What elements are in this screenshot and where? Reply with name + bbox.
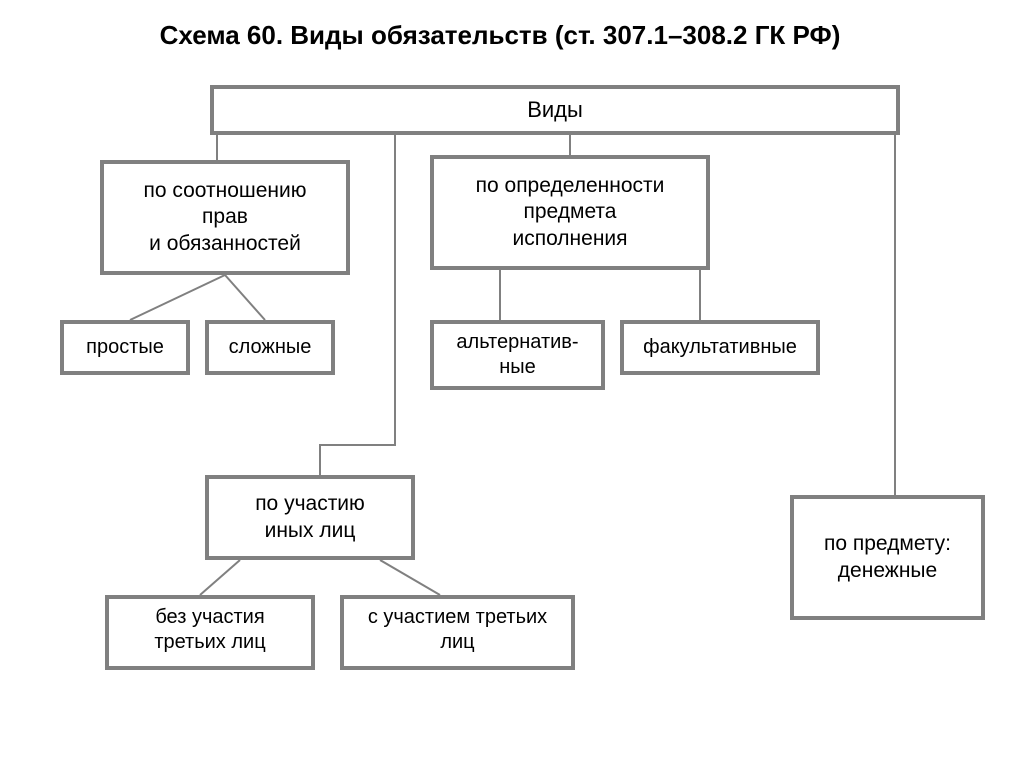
edge bbox=[130, 275, 225, 320]
node-without: без участиятретьих лиц bbox=[105, 595, 315, 670]
edge bbox=[200, 560, 240, 595]
node-third: по участиюиных лиц bbox=[205, 475, 415, 560]
diagram-canvas: Схема 60. Виды обязательств (ст. 307.1–3… bbox=[0, 0, 1024, 767]
node-alt: альтернатив-ные bbox=[430, 320, 605, 390]
node-simple: простые bbox=[60, 320, 190, 375]
node-complex: сложные bbox=[205, 320, 335, 375]
diagram-title: Схема 60. Виды обязательств (ст. 307.1–3… bbox=[90, 20, 910, 56]
node-determ: по определенностипредметаисполнения bbox=[430, 155, 710, 270]
edge bbox=[225, 275, 265, 320]
node-root: Виды bbox=[210, 85, 900, 135]
node-with: с участием третьихлиц bbox=[340, 595, 575, 670]
edge bbox=[380, 560, 440, 595]
node-ratio: по соотношениюправи обязанностей bbox=[100, 160, 350, 275]
node-facult: факультативные bbox=[620, 320, 820, 375]
node-money: по предмету:денежные bbox=[790, 495, 985, 620]
